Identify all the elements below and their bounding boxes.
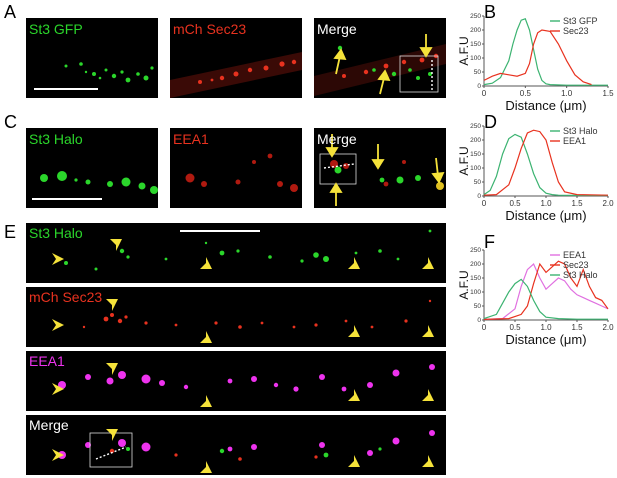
panel-letter-b: B [484,2,497,22]
scale-bar-a [34,88,98,90]
micrograph-e-st3-halo: St3 Halo [26,223,446,283]
y-tick-label-f: 50 [474,303,482,310]
label-e-mch-sec23: mCh Sec23 [29,289,103,305]
y-tick-label-f: 250 [470,247,481,254]
y-tick-label-f: 100 [470,289,481,296]
chart-f-svg: 0 50 100 150 200 250 0 0.5 1.0 1.5 2.0 Distance (μm… [457,247,614,347]
series-line-b-sec23 [483,29,592,86]
y-tick-label-f: 150 [470,275,481,282]
y-axis-label-f: A.F.U [457,270,471,299]
y-tick-label-d: 200 [470,137,481,144]
y-axis-label-d: A.F.U [457,146,471,175]
panel-letter-f: F [484,232,495,252]
y-tick-label-b: 100 [470,55,481,62]
chart-b-svg: 0 50 100 150 200 250 0 0.5 1.0 1.5 Distance (μm) A.… [457,13,614,113]
x-tick-label-b: 0 [482,89,487,98]
y-tick-label-b: 50 [474,69,482,76]
x-tick-label-f: 1.5 [571,323,583,332]
y-tick-label-b: 150 [470,41,481,48]
label-c-merge: Merge [317,131,357,147]
x-tick-label-b: 1.5 [602,89,614,98]
label-e-merge: Merge [29,417,69,433]
chart-d: 0 50 100 150 200 250 0 0.5 1.0 1.5 2.0 Distance (μm… [457,122,615,223]
x-tick-label-d: 1.5 [571,199,583,208]
x-tick-label-d: 2.0 [602,199,614,208]
label-a-merge: Merge [317,21,357,37]
series-line-f-sec23 [483,260,609,320]
x-tick-label-d: 0 [482,199,487,208]
x-tick-label-f: 0.5 [509,323,521,332]
y-axis-label-b: A.F.U [457,36,471,65]
legend-label-b: Sec23 [563,26,589,36]
y-tick-label-d: 250 [470,123,481,130]
series-line-f-eea1 [483,262,609,320]
panel-letter-a: A [4,2,17,22]
micrograph-c-merge: Merge [314,128,446,208]
micrograph-c-eea1: EEA1 [170,128,302,208]
x-tick-label-f: 1.0 [540,323,552,332]
x-axis-label-d: Distance (μm) [505,208,586,223]
micrograph-e-mch-sec23: mCh Sec23 [26,287,446,347]
panel-letter-c: C [4,112,17,132]
label-c-st3-halo: St3 Halo [29,131,83,147]
scale-bar-c [32,198,102,200]
y-tick-label-b: 0 [477,83,481,90]
series-line-d-eea1 [483,129,609,196]
y-tick-label-b: 250 [470,13,481,20]
legend-label-d: St3 Halo [563,126,598,136]
x-tick-label-f: 2.0 [602,323,614,332]
legend-label-f: EEA1 [563,250,586,260]
micrograph-e-merge: Merge [26,415,446,475]
series-line-b-st3-gfp [483,18,608,86]
y-tick-label-d: 150 [470,151,481,158]
micrograph-a-mch-sec23: mCh Sec23 [170,18,302,98]
x-tick-label-b: 0.5 [520,89,532,98]
x-tick-label-f: 0 [482,323,487,332]
label-a-mch-sec23: mCh Sec23 [173,21,247,37]
label-e-st3-halo: St3 Halo [29,225,83,241]
x-axis-label-f: Distance (μm) [505,332,586,347]
legend-label-f: St3 Halo [563,270,598,280]
legend-label-f: Sec23 [563,260,589,270]
chart-d-svg: 0 50 100 150 200 250 0 0.5 1.0 1.5 2.0 Distance (μm… [457,123,614,223]
label-e-eea1: EEA1 [29,353,65,369]
y-tick-label-d: 50 [474,179,482,186]
scale-bar-e [180,230,260,232]
y-tick-label-d: 0 [477,193,481,200]
micrograph-c-st3-halo: St3 Halo [26,128,158,208]
legend-label-b: St3 GFP [563,16,598,26]
y-tick-label-d: 100 [470,165,481,172]
label-c-eea1: EEA1 [173,131,209,147]
micrograph-a-merge: Merge [314,18,446,98]
micrograph-a-st3-gfp: St3 GFP [26,18,158,98]
micrograph-e-eea1: EEA1 [26,351,446,411]
series-line-f-st3-halo [483,278,608,320]
panel-letter-e: E [4,222,17,242]
x-axis-label-b: Distance (μm) [505,98,586,113]
legend-label-d: EEA1 [563,136,586,146]
chart-b: 0 50 100 150 200 250 0 0.5 1.0 1.5 Distance (μm) A.… [457,12,615,113]
panel-letter-d: D [484,112,497,132]
chart-f: 0 50 100 150 200 250 0 0.5 1.0 1.5 2.0 Distance (μm… [457,246,615,347]
x-tick-label-b: 1.0 [561,89,573,98]
label-a-st3-gfp: St3 GFP [29,21,83,37]
x-tick-label-d: 1.0 [540,199,552,208]
y-tick-label-b: 200 [470,27,481,34]
y-tick-label-f: 0 [477,317,481,324]
series-line-d-st3-halo [483,133,608,197]
x-tick-label-d: 0.5 [509,199,521,208]
y-tick-label-f: 200 [470,261,481,268]
